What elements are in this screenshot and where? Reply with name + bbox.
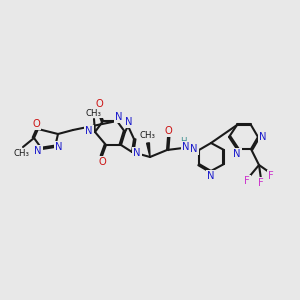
Text: H: H — [180, 136, 186, 146]
Text: N: N — [125, 117, 133, 127]
Text: CH₃: CH₃ — [140, 131, 156, 140]
Text: O: O — [32, 119, 40, 129]
Text: N: N — [85, 126, 93, 136]
Text: N: N — [115, 112, 123, 122]
Text: CH₃: CH₃ — [14, 148, 30, 158]
Text: O: O — [95, 99, 103, 109]
Text: N: N — [55, 142, 63, 152]
Text: CH₃: CH₃ — [86, 109, 102, 118]
Text: O: O — [98, 157, 106, 167]
Text: F: F — [244, 176, 250, 186]
Text: O: O — [164, 126, 172, 136]
Text: N: N — [259, 132, 267, 142]
Text: N: N — [34, 146, 42, 156]
Text: N: N — [190, 144, 198, 154]
Text: F: F — [258, 178, 264, 188]
Text: F: F — [268, 171, 274, 181]
Text: N: N — [133, 148, 141, 158]
Text: N: N — [233, 149, 241, 159]
Text: N: N — [207, 171, 215, 181]
Polygon shape — [147, 143, 150, 157]
Text: N: N — [182, 142, 190, 152]
